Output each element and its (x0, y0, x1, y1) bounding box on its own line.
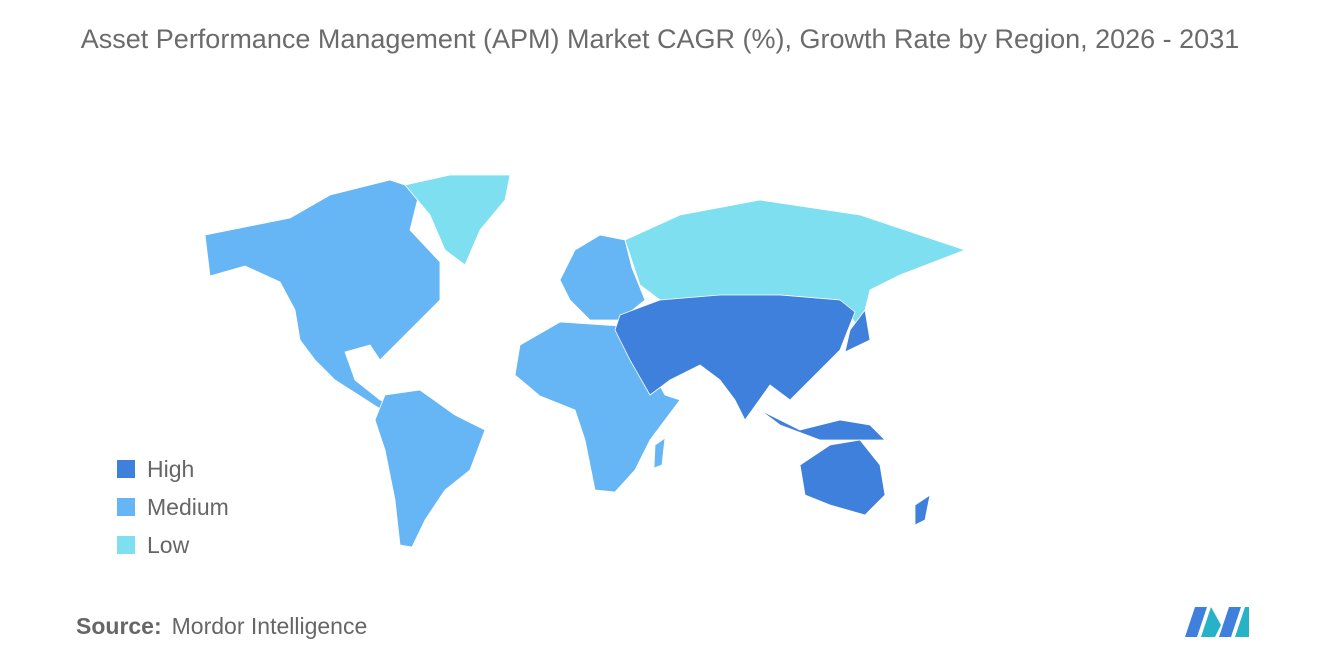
legend-label: Low (147, 531, 190, 558)
north-america (204, 179, 441, 413)
legend-item: High (117, 450, 229, 488)
source-text: Mordor Intelligence (171, 613, 368, 639)
legend: High Medium Low (117, 450, 229, 564)
southeast-asia (759, 409, 886, 441)
logo (1185, 607, 1249, 637)
greenland (404, 174, 511, 266)
new-zealand (914, 494, 931, 526)
japan (844, 309, 871, 353)
source-label: Source: (76, 613, 162, 639)
legend-swatch (117, 536, 135, 554)
australia (799, 439, 886, 516)
legend-label: Medium (147, 493, 229, 520)
legend-swatch (117, 460, 135, 478)
asia (614, 294, 856, 421)
legend-item: Low (117, 526, 229, 564)
south-america (374, 389, 486, 548)
europe (559, 234, 646, 321)
source: Source: Mordor Intelligence (76, 613, 367, 640)
madagascar (653, 437, 666, 469)
chart-title: Asset Performance Management (APM) Marke… (80, 24, 1240, 54)
legend-swatch (117, 498, 135, 516)
legend-label: High (147, 455, 195, 482)
legend-item: Medium (117, 488, 229, 526)
